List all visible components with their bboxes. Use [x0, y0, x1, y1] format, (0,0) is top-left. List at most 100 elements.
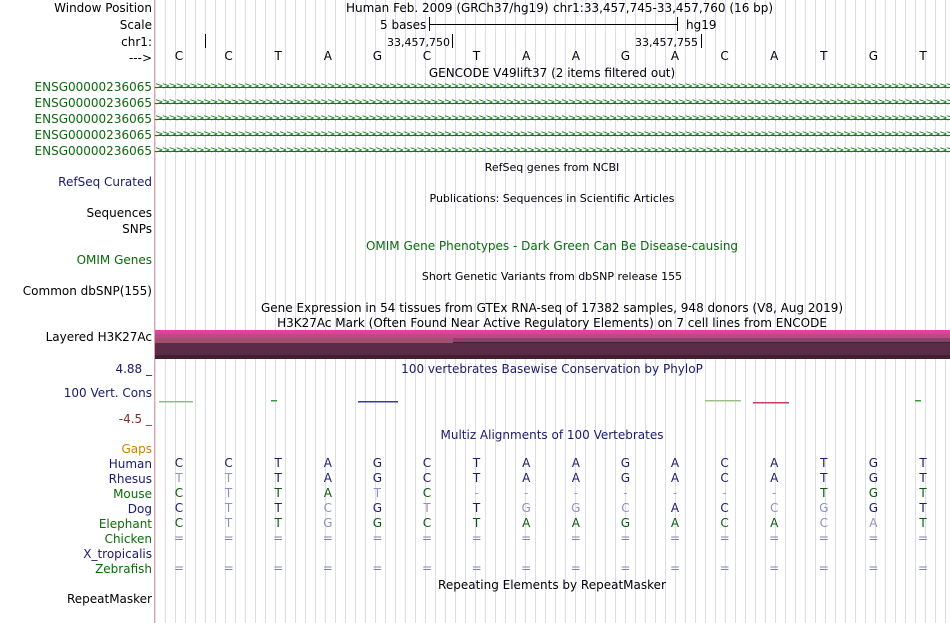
h3k27ac-layer-rose2: [453, 338, 950, 342]
h3k27ac-layer-pink: [155, 330, 950, 334]
layered-h3k27ac-label[interactable]: Layered H3K27Ac: [45, 330, 152, 344]
aligned-base: C: [819, 516, 828, 530]
label-divider: [154, 0, 155, 623]
ruler-coord-2: 33,457,755: [635, 36, 698, 49]
species-elephant: Elephant: [98, 517, 152, 531]
ref-base: T: [919, 49, 927, 63]
aligned-base: T: [472, 516, 481, 530]
ruler-coord-1: 33,457,750: [387, 36, 450, 49]
aligned-base: =: [818, 531, 829, 545]
aligned-base: C: [174, 486, 184, 500]
phylop-max-label: 4.88 _: [115, 362, 152, 376]
gene-label-3[interactable]: ENSG00000236065: [34, 112, 152, 126]
ref-base: A: [522, 49, 531, 63]
aligned-base: A: [323, 471, 332, 485]
dbsnp-track-title: Short Genetic Variants from dbSNP releas…: [421, 270, 683, 283]
aligned-base: T: [224, 486, 233, 500]
aligned-base: T: [274, 486, 282, 500]
aligned-base: =: [471, 561, 482, 575]
aligned-base: =: [273, 531, 284, 545]
aligned-base: =: [322, 531, 333, 545]
gene-label-5[interactable]: ENSG00000236065: [34, 144, 152, 158]
aligned-base: =: [769, 561, 780, 575]
aligned-base: =: [471, 531, 482, 545]
gene-feature-4[interactable]: >>>>>>>>>>>>>>>>>>>>>>>>>>>>>>>>>>>>>>>>…: [155, 129, 950, 141]
ref-base: C: [224, 49, 233, 63]
aligned-base: T: [224, 471, 233, 485]
ref-base: A: [571, 49, 580, 63]
aligned-base: C: [224, 456, 233, 470]
gene-feature-5[interactable]: >>>>>>>>>>>>>>>>>>>>>>>>>>>>>>>>>>>>>>>>…: [155, 145, 950, 157]
omim-label[interactable]: OMIM Genes: [76, 253, 152, 267]
aligned-base: G: [372, 501, 383, 515]
phylop-track-title: 100 vertebrates Basewise Conservation by…: [401, 362, 703, 376]
aligned-base: G: [620, 456, 631, 470]
aligned-base: G: [868, 456, 879, 470]
aligned-base: A: [522, 471, 531, 485]
sequences-label[interactable]: Sequences: [86, 206, 152, 220]
phylop-mark: [753, 402, 789, 404]
vert-cons-label[interactable]: 100 Vert. Cons: [63, 386, 152, 400]
aligned-base: -: [672, 486, 678, 500]
aligned-base: A: [670, 471, 680, 485]
aligned-base: T: [919, 501, 927, 515]
genome-browser-tracks[interactable]: Human Feb. 2009 (GRCh37/hg19) chr1:33,45…: [155, 0, 950, 623]
publications-track-title: Publications: Sequences in Scientific Ar…: [429, 192, 675, 205]
aligned-base: A: [323, 486, 332, 500]
aligned-base: C: [720, 501, 729, 515]
phylop-mark: [705, 400, 741, 402]
aligned-base: T: [919, 486, 927, 500]
gene-feature-3[interactable]: >>>>>>>>>>>>>>>>>>>>>>>>>>>>>>>>>>>>>>>>…: [155, 113, 950, 125]
repeatmasker-label[interactable]: RepeatMasker: [66, 592, 152, 606]
aligned-base: C: [720, 516, 729, 530]
ref-base: C: [720, 49, 729, 63]
aligned-base: =: [620, 531, 631, 545]
aligned-base: =: [273, 561, 284, 575]
gaps-label: Gaps: [121, 442, 152, 456]
phylop-mark: [915, 400, 921, 402]
aligned-base: -: [722, 486, 727, 500]
aligned-base: A: [770, 456, 779, 470]
aligned-base: T: [274, 456, 282, 470]
gene-feature-2[interactable]: >>>>>>>>>>>>>>>>>>>>>>>>>>>>>>>>>>>>>>>>…: [155, 97, 950, 109]
aligned-base: =: [917, 561, 929, 575]
snps-label[interactable]: SNPs: [122, 222, 152, 236]
aligned-base: A: [571, 456, 580, 470]
aligned-base: -: [524, 486, 529, 500]
window-position-label: Window Position: [54, 1, 152, 15]
scale-bar: [429, 24, 677, 25]
ref-base: C: [422, 49, 432, 63]
aligned-base: G: [620, 516, 631, 530]
gene-label-4[interactable]: ENSG00000236065: [34, 128, 152, 142]
refseq-track-title: RefSeq genes from NCBI: [484, 161, 620, 174]
ref-base: C: [174, 49, 184, 63]
h3k27ac-layer-magenta: [155, 334, 950, 338]
aligned-base: =: [322, 561, 333, 575]
gene-label-1[interactable]: ENSG00000236065: [34, 80, 152, 94]
aligned-base: A: [571, 471, 580, 485]
phylop-mark: [358, 401, 398, 403]
aligned-base: C: [720, 471, 729, 485]
aligned-base: =: [223, 561, 234, 575]
species-chicken: Chicken: [104, 532, 152, 546]
ref-base: A: [770, 49, 779, 63]
refseq-label[interactable]: RefSeq Curated: [58, 175, 152, 189]
aligned-base: G: [521, 501, 531, 515]
aligned-base: A: [571, 516, 580, 530]
aligned-base: =: [917, 531, 929, 545]
gene-label-2[interactable]: ENSG00000236065: [34, 96, 152, 110]
aligned-base: A: [323, 456, 332, 470]
species-dog: Dog: [127, 502, 152, 516]
aligned-base: A: [522, 516, 531, 530]
aligned-base: =: [570, 561, 581, 575]
aligned-base: =: [421, 531, 433, 545]
h3k27ac-signal[interactable]: [155, 330, 950, 359]
common-dbsnp-label[interactable]: Common dbSNP(155): [22, 284, 152, 298]
aligned-base: =: [173, 531, 185, 545]
phylop-conservation-plot[interactable]: [155, 395, 950, 407]
ref-base: G: [372, 49, 383, 63]
aligned-base: -: [772, 486, 777, 500]
strand-arrow-label: --->: [128, 51, 152, 65]
gene-feature-1[interactable]: >>>>>>>>>>>>>>>>>>>>>>>>>>>>>>>>>>>>>>>>…: [155, 81, 950, 93]
